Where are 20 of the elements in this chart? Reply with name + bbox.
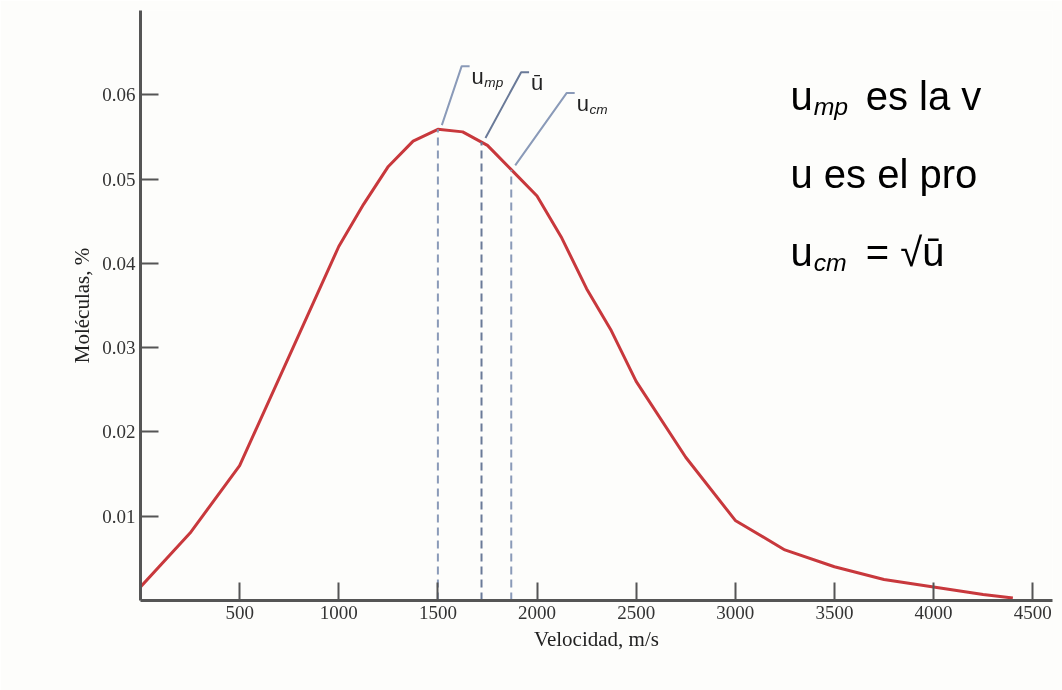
x-tick-label: 2500 [617, 601, 656, 623]
y-axis-title: Moléculas, % [70, 247, 95, 364]
annotation: u es el pro [790, 151, 978, 196]
y-tick-label: 0.05 [102, 168, 136, 190]
x-tick-label: 1500 [418, 601, 457, 623]
y-tick-label: 0.04 [102, 252, 136, 274]
x-tick-label: 3500 [815, 601, 854, 623]
y-tick-label: 0.03 [102, 337, 136, 359]
x-tick-label: 2000 [518, 601, 557, 623]
y-tick-label: 0.02 [102, 421, 136, 443]
x-tick-label: 1000 [319, 601, 358, 623]
x-tick-label: 3000 [716, 601, 755, 623]
line-series [140, 127, 1015, 600]
ref-line-label: ū [531, 69, 544, 95]
x-axis-title: Velocidad, m/s [534, 626, 659, 651]
x-tick-label: 4500 [1013, 601, 1052, 623]
x-tick-label: 4000 [914, 601, 953, 623]
y-tick-label: 0.06 [102, 84, 136, 106]
x-tick-label: 500 [225, 601, 254, 623]
y-tick-label: 0.01 [102, 505, 136, 527]
